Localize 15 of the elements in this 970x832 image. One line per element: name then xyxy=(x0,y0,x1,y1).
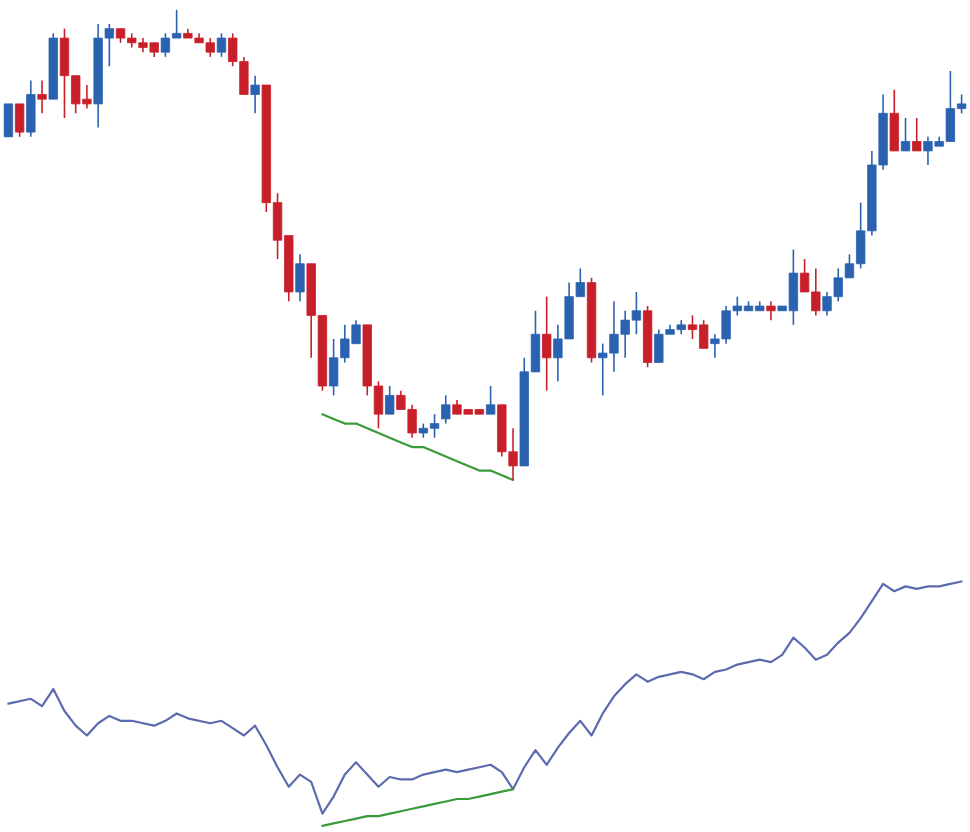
candlestick xyxy=(295,253,305,303)
candlestick xyxy=(912,117,922,152)
candlestick xyxy=(889,88,899,152)
candlestick xyxy=(485,385,496,415)
candlestick xyxy=(441,394,451,425)
candlestick xyxy=(37,79,47,115)
candlestick xyxy=(26,79,36,138)
candlestick xyxy=(14,103,25,138)
candlestick xyxy=(766,300,776,321)
candlestick xyxy=(3,103,14,138)
candlestick xyxy=(900,117,911,152)
candlestick xyxy=(542,295,552,392)
candlestick xyxy=(385,385,395,415)
candlestick xyxy=(250,74,260,115)
candlestick xyxy=(216,32,227,58)
